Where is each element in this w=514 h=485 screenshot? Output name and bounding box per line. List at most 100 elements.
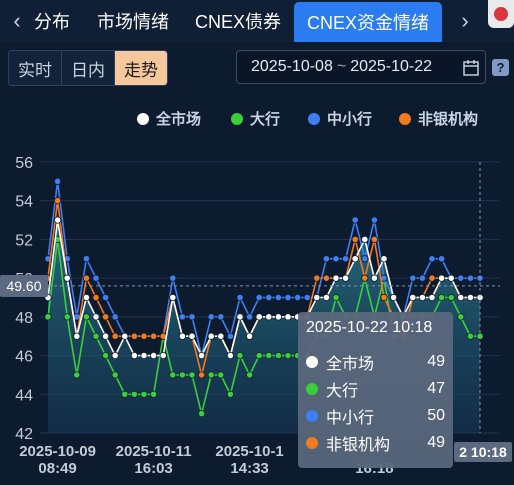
series-point (188, 371, 196, 379)
legend-label: 中小行 (327, 111, 373, 128)
series-point (246, 332, 254, 340)
series-point (121, 390, 129, 398)
series-point (341, 274, 350, 282)
series-point (111, 313, 119, 321)
date-range-picker[interactable]: 2025-10-08 ~ 2025-10-22 (236, 50, 486, 84)
legend-label: 全市场 (156, 111, 202, 128)
series-point (457, 274, 465, 282)
tooltip-title: 2025-10-22 10:18 (306, 319, 433, 336)
series-point (207, 332, 215, 340)
y-tick-label: 48 (15, 310, 33, 327)
tooltip-row: 中小行 50 (306, 402, 445, 429)
series-point (437, 274, 446, 282)
series-point (246, 313, 254, 321)
tab-distribution[interactable]: 分布 (34, 12, 70, 32)
series-point (236, 293, 244, 302)
series-point (322, 274, 330, 282)
x-tick-time: 16:03 (134, 460, 172, 477)
legend-item-large-bank[interactable]: 大行 (231, 108, 280, 129)
tab-market-sentiment[interactable]: 市场情绪 (97, 12, 169, 32)
series-point (188, 332, 196, 340)
series-point (322, 293, 330, 302)
notification-icon[interactable] (488, 0, 514, 28)
series-point (82, 313, 91, 321)
series-point (265, 293, 273, 302)
series-point (322, 255, 330, 263)
series-point (82, 274, 91, 282)
series-point (198, 371, 206, 379)
series-line (47, 181, 480, 356)
series-point (265, 313, 273, 321)
series-point (188, 313, 196, 321)
series-point (447, 274, 455, 282)
legend-item-all-market[interactable]: 全市场 (137, 108, 201, 129)
series-point (428, 255, 436, 263)
series-point (380, 293, 388, 302)
legend-item-non-bank[interactable]: 非银机构 (399, 108, 478, 129)
series-point (236, 351, 244, 360)
series-point (150, 351, 158, 360)
series-point (130, 351, 138, 360)
series-point (226, 351, 234, 360)
tab-cnex-funding-sentiment[interactable]: CNEX资金情绪 (294, 2, 443, 42)
series-point (332, 293, 340, 302)
series-point (217, 371, 225, 379)
series-point (226, 390, 234, 398)
legend-label: 大行 (250, 111, 281, 128)
series-point (102, 293, 110, 302)
series-point (265, 351, 273, 360)
series-point (217, 313, 225, 321)
tooltip-dot (306, 355, 318, 368)
series-point (53, 197, 62, 205)
tooltip-dot (306, 382, 318, 395)
date-range-separator: ~ (336, 58, 347, 75)
chevron-left-icon[interactable]: ‹ (13, 8, 21, 33)
series-point (102, 313, 110, 321)
tooltip-row: 大行 47 (306, 375, 445, 402)
series-point (409, 293, 417, 302)
series-point (111, 371, 119, 379)
series-point (111, 351, 119, 360)
series-point (169, 371, 177, 379)
chart-tooltip: 2025-10-22 10:18 全市场 49 大行 47 中小行 50 非银机… (298, 312, 453, 468)
crosshair-x-readout: 2 10:18 (454, 442, 512, 462)
series-point (207, 371, 215, 379)
series-point (351, 255, 359, 263)
series-point (63, 274, 71, 282)
intraday-button[interactable]: 日内 (62, 51, 115, 85)
tooltip-series-value: 50 (427, 406, 445, 424)
series-point (284, 313, 292, 321)
series-point (370, 216, 378, 224)
legend-item-small-bank[interactable]: 中小行 (308, 108, 372, 129)
series-point (380, 255, 388, 263)
y-tick-label: 54 (15, 194, 33, 211)
series-point (92, 332, 100, 340)
trend-button[interactable]: 走势 (115, 51, 167, 85)
series-point (361, 235, 369, 244)
series-point (341, 255, 350, 263)
series-point (447, 293, 455, 302)
help-icon[interactable]: ? (492, 59, 509, 76)
series-point (418, 274, 426, 282)
series-point (236, 313, 244, 321)
series-point (53, 216, 62, 224)
tab-cnex-bonds[interactable]: CNEX债券 (195, 12, 282, 32)
tooltip-series-name: 非银机构 (326, 436, 391, 454)
series-point (63, 313, 71, 321)
series-point (140, 332, 148, 340)
series-point (274, 351, 282, 360)
y-tick-label: 44 (15, 387, 33, 404)
date-range-start: 2025-10-08 (251, 58, 333, 75)
chevron-right-icon[interactable]: › (461, 8, 469, 33)
series-point (437, 255, 446, 263)
series-point (370, 235, 378, 244)
realtime-button[interactable]: 实时 (9, 51, 62, 85)
series-point (457, 313, 465, 321)
series-point (178, 313, 186, 321)
series-point (361, 255, 369, 263)
series-line (47, 219, 480, 358)
legend-label: 非银机构 (418, 111, 479, 128)
series-point (418, 293, 426, 302)
series-point (274, 313, 282, 321)
series-point (351, 216, 359, 224)
